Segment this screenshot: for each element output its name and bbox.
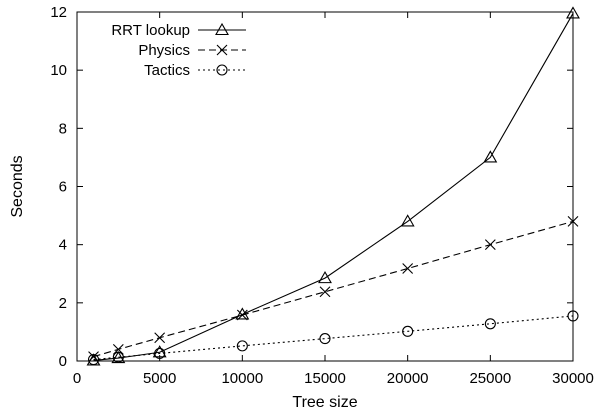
x-tick-label: 30000 — [552, 370, 594, 387]
y-tick-label: 12 — [50, 4, 67, 21]
y-axis-title: Seconds — [9, 155, 26, 217]
y-tick-label: 2 — [59, 295, 67, 312]
legend-item: Physics — [138, 42, 246, 59]
x-axis: 0 5000 10000 15000 20000 25000 30000 — [73, 12, 594, 387]
legend-marker — [216, 44, 228, 56]
data-point — [484, 239, 496, 251]
series-layer — [86, 6, 580, 366]
data-point — [88, 351, 99, 363]
x-axis-title: Tree size — [292, 394, 357, 411]
data-point — [567, 310, 579, 322]
x-tick-label: 15000 — [304, 370, 346, 387]
data-point — [566, 6, 580, 19]
y-tick-label: 8 — [59, 120, 67, 137]
legend-label: Tactics — [144, 62, 190, 79]
data-point — [236, 340, 248, 352]
data-point — [319, 333, 331, 345]
legend-item: RRT lookup — [111, 22, 246, 39]
y-tick-label: 10 — [50, 62, 67, 79]
legend-marker — [216, 64, 228, 76]
x-tick-label: 5000 — [143, 370, 176, 387]
series-physics — [88, 216, 579, 363]
legend-marker — [215, 22, 229, 36]
data-point — [318, 271, 332, 284]
data-point — [402, 325, 414, 337]
data-point — [87, 353, 100, 366]
legend-label: Physics — [138, 42, 190, 59]
data-point — [152, 345, 167, 358]
legend: RRT lookup Physics Tactics — [111, 22, 246, 79]
data-point — [483, 150, 498, 163]
x-tick-label: 0 — [73, 370, 81, 387]
x-tick-label: 10000 — [221, 370, 263, 387]
data-point — [236, 309, 248, 321]
data-point — [154, 347, 166, 359]
x-tick-label: 25000 — [469, 370, 511, 387]
data-point — [567, 216, 579, 227]
data-point — [112, 351, 124, 363]
series-line — [93, 220, 574, 358]
y-tick-label: 0 — [59, 353, 67, 370]
legend-item: Tactics — [144, 62, 246, 79]
x-tick-label: 20000 — [387, 370, 429, 387]
data-point — [154, 332, 166, 344]
series-tactics — [87, 310, 579, 366]
data-point — [112, 343, 124, 355]
y-tick-label: 4 — [59, 237, 67, 254]
data-point — [400, 214, 415, 227]
y-tick-label: 6 — [59, 179, 67, 196]
data-point — [484, 318, 496, 330]
legend-label: RRT lookup — [111, 22, 190, 39]
y-axis: 0 2 4 6 8 10 12 — [50, 4, 573, 370]
series-line — [93, 315, 574, 361]
data-point — [319, 286, 331, 298]
data-point — [402, 263, 414, 274]
